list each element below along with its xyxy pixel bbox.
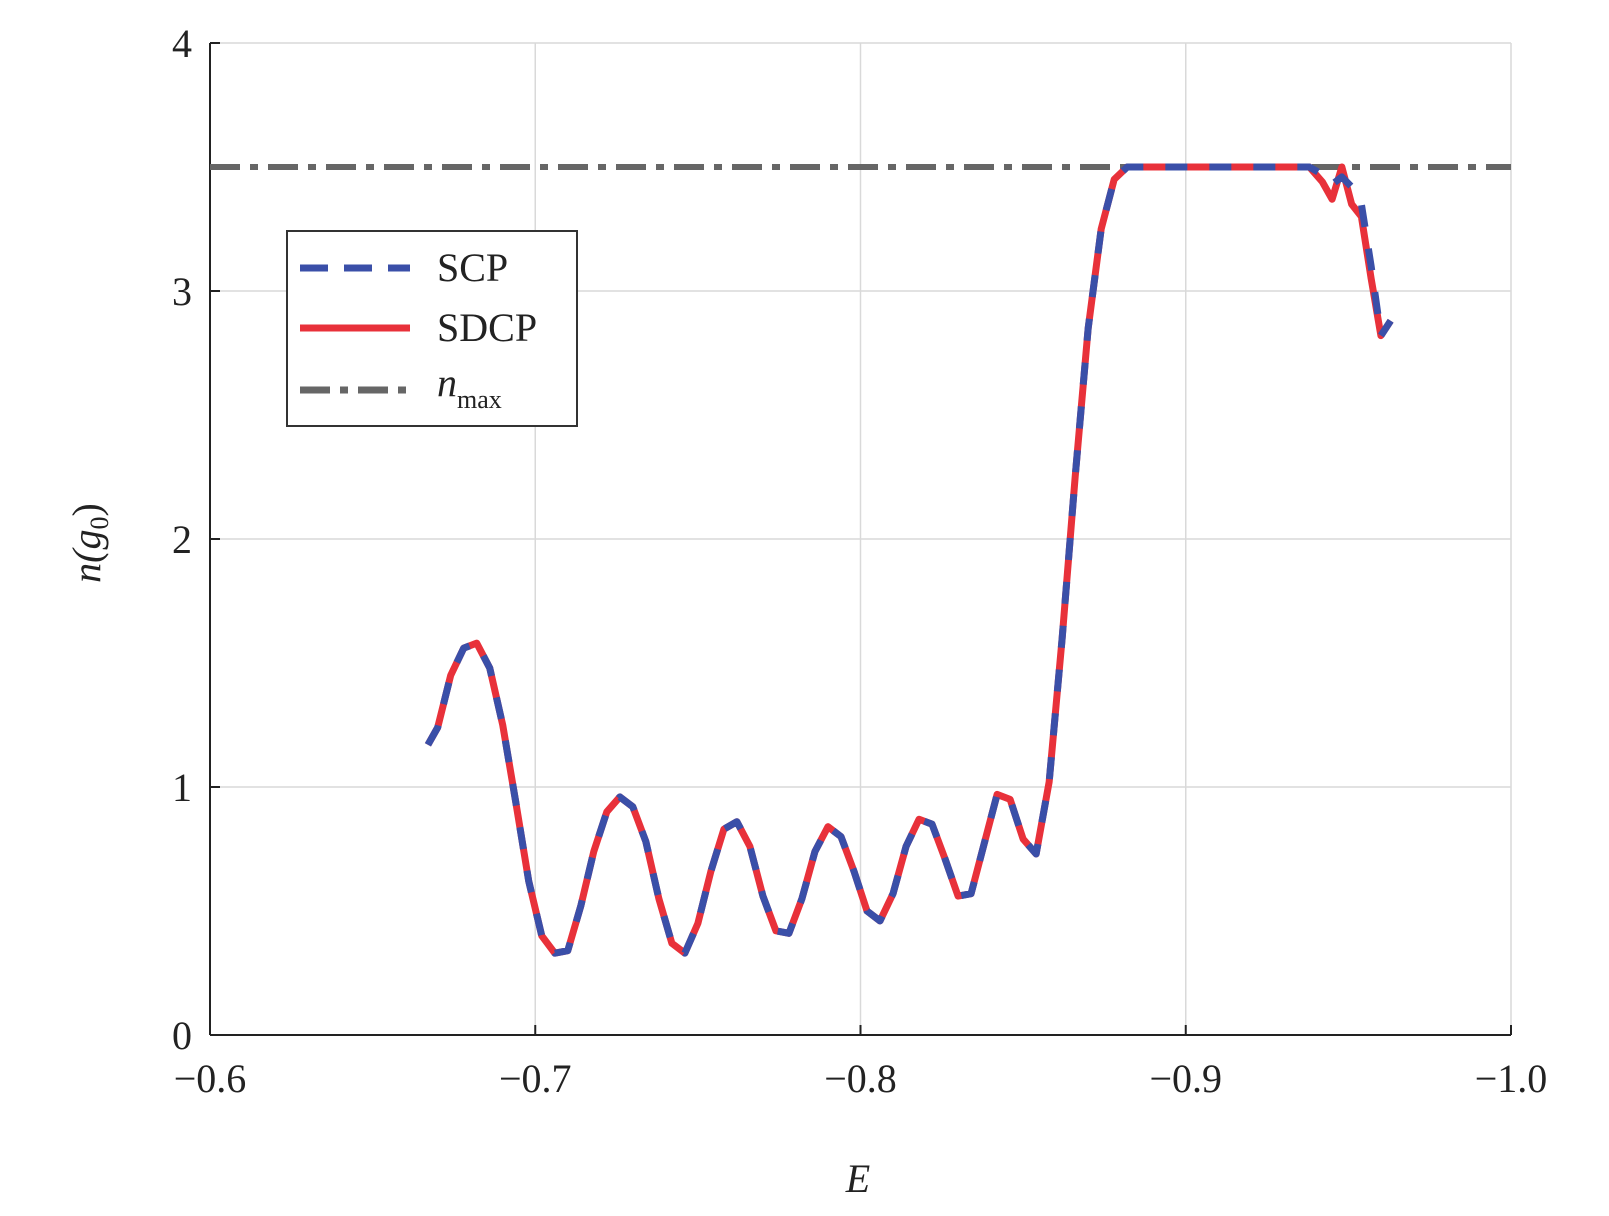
y-tick-label: 3	[172, 269, 192, 314]
series-line-scp	[424, 163, 1394, 957]
legend-label-scp: SCP	[437, 245, 508, 290]
x-tick-label: −0.8	[824, 1056, 897, 1101]
legend-label-nmax: nmax	[437, 360, 502, 414]
x-axis-label: E	[845, 1156, 870, 1201]
legend: SCP SDCP nmax	[286, 230, 578, 427]
y-axis-label: n(g0)	[64, 503, 114, 583]
y-tick-label: 0	[172, 1013, 192, 1058]
y-tick-label: 1	[172, 765, 192, 810]
x-tick-label: −0.6	[174, 1056, 247, 1101]
y-axis-label-sub: 0	[85, 517, 114, 530]
y-axis-label-close: )	[64, 503, 109, 516]
legend-label-sdcp: SDCP	[437, 305, 537, 350]
y-axis-label-main: n(g	[64, 530, 109, 583]
legend-label-nmax-sub: max	[457, 385, 502, 414]
x-tick-label: −0.9	[1149, 1056, 1222, 1101]
series-layer	[424, 163, 1394, 957]
y-tick-label: 4	[172, 21, 192, 66]
tick-labels: −0.6 −0.7 −0.8 −0.9 −1.0 0 1 2 3 4	[172, 21, 1547, 1101]
legend-label-nmax-main: n	[437, 360, 457, 405]
y-tick-label: 2	[172, 517, 192, 562]
x-tick-label: −1.0	[1475, 1056, 1548, 1101]
axes	[209, 42, 1512, 1036]
x-tick-label: −0.7	[499, 1056, 572, 1101]
